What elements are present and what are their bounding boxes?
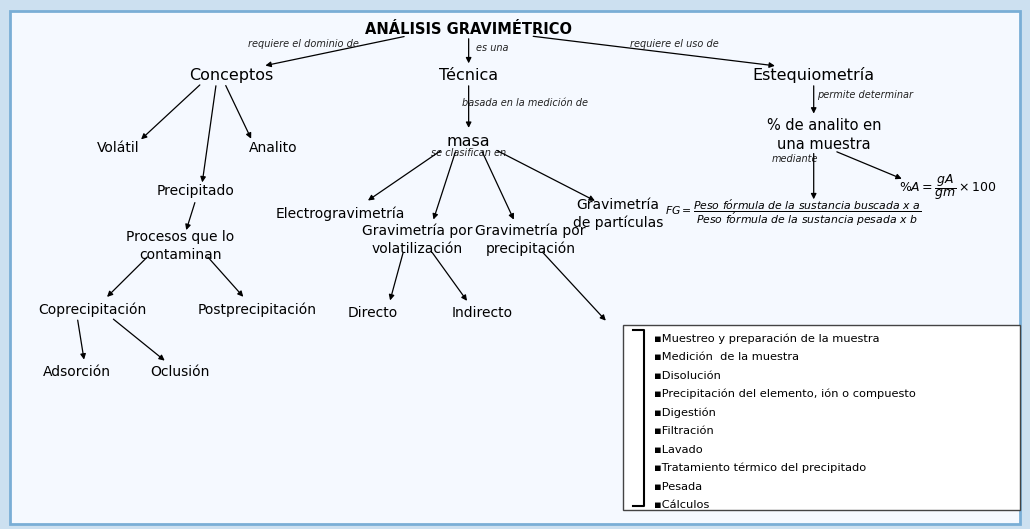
Text: $\%A = \dfrac{gA}{gm}\times100$: $\%A = \dfrac{gA}{gm}\times100$ [899, 172, 996, 202]
Text: Precipitado: Precipitado [157, 185, 235, 198]
Text: se clasifican en: se clasifican en [432, 149, 506, 158]
Text: requiere el dominio de: requiere el dominio de [248, 40, 359, 49]
Text: Directo: Directo [348, 306, 398, 320]
Text: masa: masa [447, 134, 490, 149]
Text: ▪Pesada: ▪Pesada [654, 482, 702, 491]
Text: ▪Precipitación del elemento, ión o compuesto: ▪Precipitación del elemento, ión o compu… [654, 389, 916, 399]
Text: ▪Medición  de la muestra: ▪Medición de la muestra [654, 352, 799, 362]
Text: Coprecipitación: Coprecipitación [38, 302, 147, 317]
Text: permite determinar: permite determinar [817, 90, 914, 100]
Text: ▪Cálculos: ▪Cálculos [654, 500, 710, 510]
Text: basada en la medición de: basada en la medición de [462, 98, 588, 108]
Text: Gravimetría
de partículas: Gravimetría de partículas [573, 198, 663, 230]
Text: Procesos que lo
contaminan: Procesos que lo contaminan [126, 230, 235, 262]
Text: ▪Filtración: ▪Filtración [654, 426, 714, 436]
Text: ▪Digestión: ▪Digestión [654, 407, 716, 418]
Text: Adsorción: Adsorción [43, 365, 111, 379]
Text: Analito: Analito [248, 141, 298, 155]
Text: Oclusión: Oclusión [150, 365, 210, 379]
Text: mediante: mediante [771, 154, 819, 163]
Text: Postprecipitación: Postprecipitación [198, 302, 317, 317]
Text: ▪Disolución: ▪Disolución [654, 371, 721, 380]
Text: Gravimetría por
precipitación: Gravimetría por precipitación [475, 223, 586, 256]
Text: Electrogravimetría: Electrogravimetría [275, 207, 405, 222]
Text: $FG = \dfrac{Peso\ f\acute{o}rmula\ de\ la\ sustancia\ buscada\ x\ a}{Peso\ f\ac: $FG = \dfrac{Peso\ f\acute{o}rmula\ de\ … [665, 198, 921, 228]
Text: requiere el uso de: requiere el uso de [630, 40, 719, 49]
Text: % de analito en
una muestra: % de analito en una muestra [766, 118, 882, 152]
Text: Gravimetría por
volatilización: Gravimetría por volatilización [362, 224, 473, 256]
FancyBboxPatch shape [623, 325, 1020, 510]
Text: Indirecto: Indirecto [451, 306, 513, 320]
Text: ▪Lavado: ▪Lavado [654, 445, 702, 454]
Text: Técnica: Técnica [439, 68, 499, 83]
Text: Conceptos: Conceptos [190, 68, 274, 83]
Text: ▪Muestreo y preparación de la muestra: ▪Muestreo y preparación de la muestra [654, 333, 880, 344]
Text: ANÁLISIS GRAVIMÉTRICO: ANÁLISIS GRAVIMÉTRICO [366, 22, 572, 37]
Text: Volátil: Volátil [97, 141, 140, 155]
Text: ▪Tratamiento térmico del precipitado: ▪Tratamiento térmico del precipitado [654, 463, 866, 473]
Text: es una: es una [476, 43, 509, 52]
Text: Estequiometría: Estequiometría [753, 67, 874, 83]
